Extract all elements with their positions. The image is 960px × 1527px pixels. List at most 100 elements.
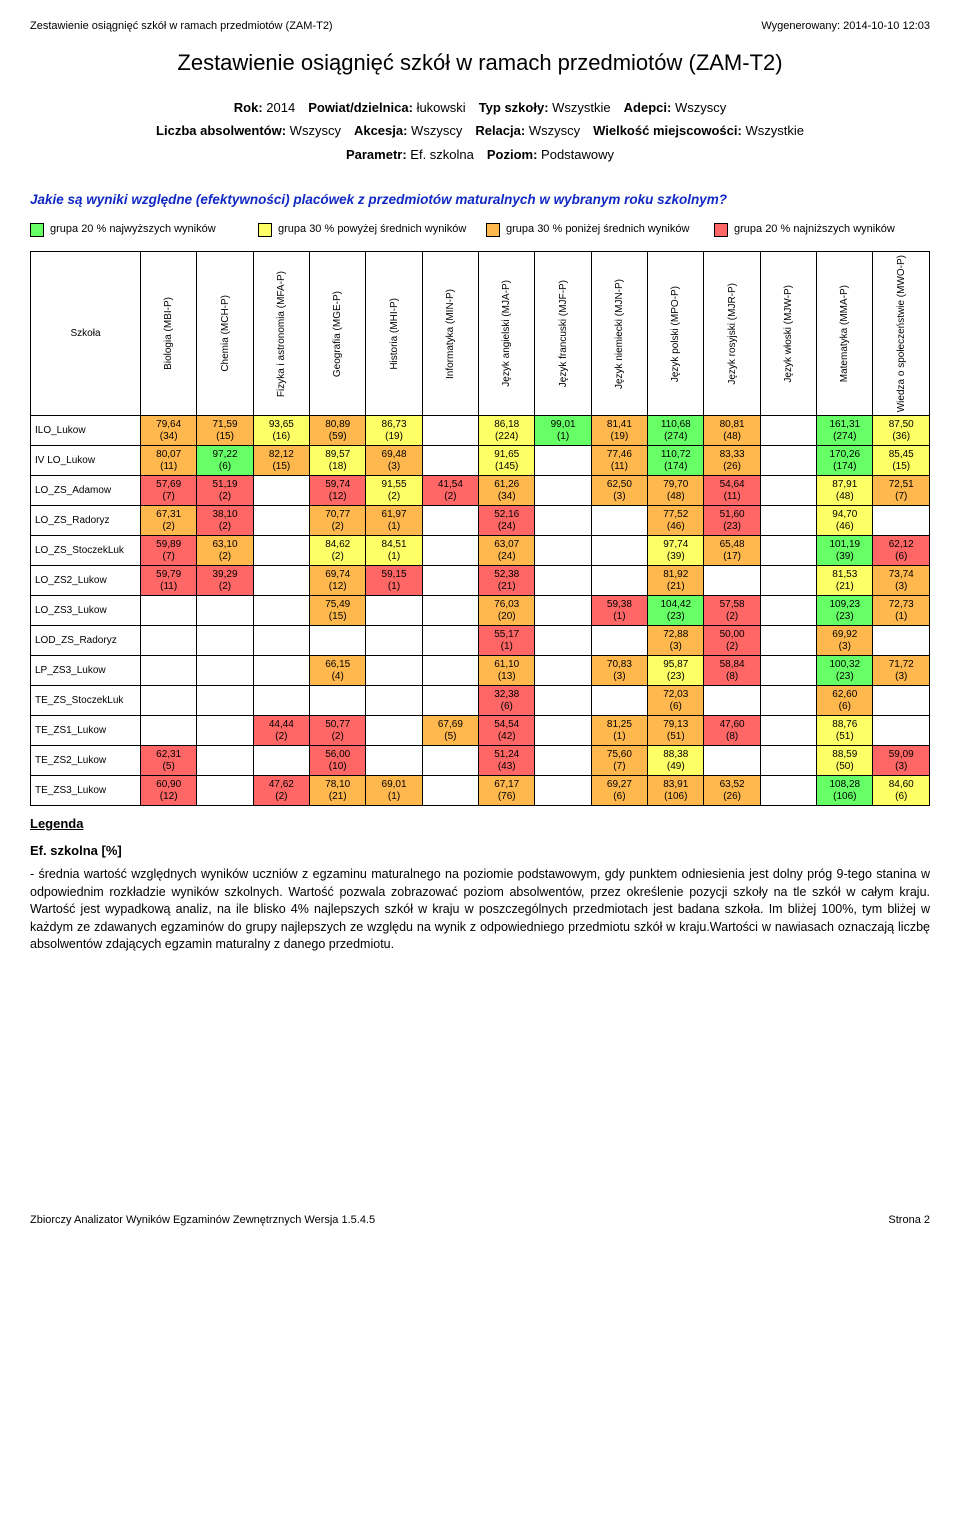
data-cell: 73,74(3) [873, 566, 930, 596]
legend-label: grupa 30 % powyżej średnich wyników [278, 223, 466, 235]
data-cell: 97,74(39) [648, 536, 704, 566]
data-cell [422, 566, 478, 596]
table-row: TE_ZS_StoczekLuk32,38(6)72,03(6)62,60(6) [31, 686, 930, 716]
data-cell: 60,90(12) [141, 776, 197, 806]
data-cell: 72,51(7) [873, 476, 930, 506]
data-cell [422, 596, 478, 626]
param-label: Adepci: [624, 100, 675, 115]
table-row: LP_ZS3_Lukow66,15(4)61,10(13)70,83(3)95,… [31, 656, 930, 686]
data-cell [535, 626, 591, 656]
param-value: Ef. szkolna [410, 147, 474, 162]
data-cell [535, 746, 591, 776]
data-cell [704, 566, 760, 596]
table-row: LO_ZS2_Lukow59,79(11)39,29(2)69,74(12)59… [31, 566, 930, 596]
col-header: Język niemiecki (MJN-P) [591, 252, 647, 416]
legend-item: grupa 20 % najniższych wyników [714, 223, 930, 237]
data-cell: 72,73(1) [873, 596, 930, 626]
data-cell: 94,70(46) [817, 506, 873, 536]
data-cell [873, 686, 930, 716]
legend-swatch [714, 223, 728, 237]
table-row: LO_ZS_Radoryz67,31(2)38,10(2)70,77(2)61,… [31, 506, 930, 536]
data-cell [197, 776, 253, 806]
data-cell [366, 626, 422, 656]
data-cell [422, 656, 478, 686]
data-cell: 80,07(11) [141, 446, 197, 476]
param-label: Rok: [234, 100, 267, 115]
data-cell [535, 656, 591, 686]
data-cell [760, 656, 816, 686]
data-cell [141, 626, 197, 656]
data-cell [873, 506, 930, 536]
data-cell: 69,27(6) [591, 776, 647, 806]
data-cell: 62,50(3) [591, 476, 647, 506]
data-cell [366, 686, 422, 716]
data-cell [760, 776, 816, 806]
school-cell: TE_ZS2_Lukow [31, 746, 141, 776]
data-cell: 91,65(145) [479, 446, 535, 476]
data-cell: 59,15(1) [366, 566, 422, 596]
data-cell: 69,48(3) [366, 446, 422, 476]
data-cell: 109,23(23) [817, 596, 873, 626]
data-cell: 57,69(7) [141, 476, 197, 506]
param-value: 2014 [266, 100, 295, 115]
data-cell [141, 596, 197, 626]
school-cell: ILO_Lukow [31, 416, 141, 446]
school-cell: TE_ZS_StoczekLuk [31, 686, 141, 716]
data-cell: 58,84(8) [704, 656, 760, 686]
data-cell: 86,18(224) [479, 416, 535, 446]
col-header: Wiedza o społeczeństwie (MWO-P) [873, 252, 930, 416]
data-cell [366, 716, 422, 746]
param-value: łukowski [417, 100, 466, 115]
data-cell: 110,72(174) [648, 446, 704, 476]
data-cell [591, 686, 647, 716]
data-cell [253, 626, 309, 656]
table-row: LO_ZS_Adamow57,69(7)51,19(2)59,74(12)91,… [31, 476, 930, 506]
data-cell: 77,52(46) [648, 506, 704, 536]
data-cell: 39,29(2) [197, 566, 253, 596]
param-value: Wszyscy [411, 123, 462, 138]
data-cell: 72,88(3) [648, 626, 704, 656]
data-cell [253, 686, 309, 716]
legend-link[interactable]: Legenda [30, 816, 930, 831]
param-value: Wszyscy [675, 100, 726, 115]
school-cell: LO_ZS_Radoryz [31, 506, 141, 536]
col-header: Matematyka (MMA-P) [817, 252, 873, 416]
data-cell: 44,44(2) [253, 716, 309, 746]
data-cell: 87,91(48) [817, 476, 873, 506]
data-cell: 79,64(34) [141, 416, 197, 446]
data-cell [197, 656, 253, 686]
data-cell [197, 686, 253, 716]
data-cell: 59,38(1) [591, 596, 647, 626]
data-cell: 61,97(1) [366, 506, 422, 536]
header-row: Zestawienie osiągnięć szkół w ramach prz… [30, 20, 930, 32]
data-cell: 47,60(8) [704, 716, 760, 746]
table-row: LO_ZS_StoczekLuk59,89(7)63,10(2)84,62(2)… [31, 536, 930, 566]
col-header-school: Szkoła [31, 252, 141, 416]
footer-right: Strona 2 [888, 1214, 930, 1226]
data-cell: 93,65(16) [253, 416, 309, 446]
table-row: IV LO_Lukow80,07(11)97,22(6)82,12(15)89,… [31, 446, 930, 476]
param-label: Liczba absolwentów: [156, 123, 290, 138]
data-cell [535, 476, 591, 506]
data-cell: 63,10(2) [197, 536, 253, 566]
legend-swatch [258, 223, 272, 237]
data-cell: 52,38(21) [479, 566, 535, 596]
data-cell [760, 686, 816, 716]
data-cell: 47,62(2) [253, 776, 309, 806]
data-cell: 59,79(11) [141, 566, 197, 596]
data-cell [366, 656, 422, 686]
data-cell: 59,74(12) [310, 476, 366, 506]
data-cell [422, 506, 478, 536]
col-header: Język francuski (MJF-P) [535, 252, 591, 416]
data-cell: 81,25(1) [591, 716, 647, 746]
data-cell: 104,42(23) [648, 596, 704, 626]
data-cell: 79,13(51) [648, 716, 704, 746]
param-label: Powiat/dzielnica: [308, 100, 416, 115]
footer-left: Zbiorczy Analizator Wyników Egzaminów Ze… [30, 1214, 375, 1226]
header-left: Zestawienie osiągnięć szkół w ramach prz… [30, 20, 333, 32]
data-cell: 77,46(11) [591, 446, 647, 476]
param-label: Poziom: [487, 147, 541, 162]
legend-item: grupa 20 % najwyższych wyników [30, 223, 246, 237]
legend-label: grupa 30 % poniżej średnich wyników [506, 223, 689, 235]
data-cell [253, 506, 309, 536]
